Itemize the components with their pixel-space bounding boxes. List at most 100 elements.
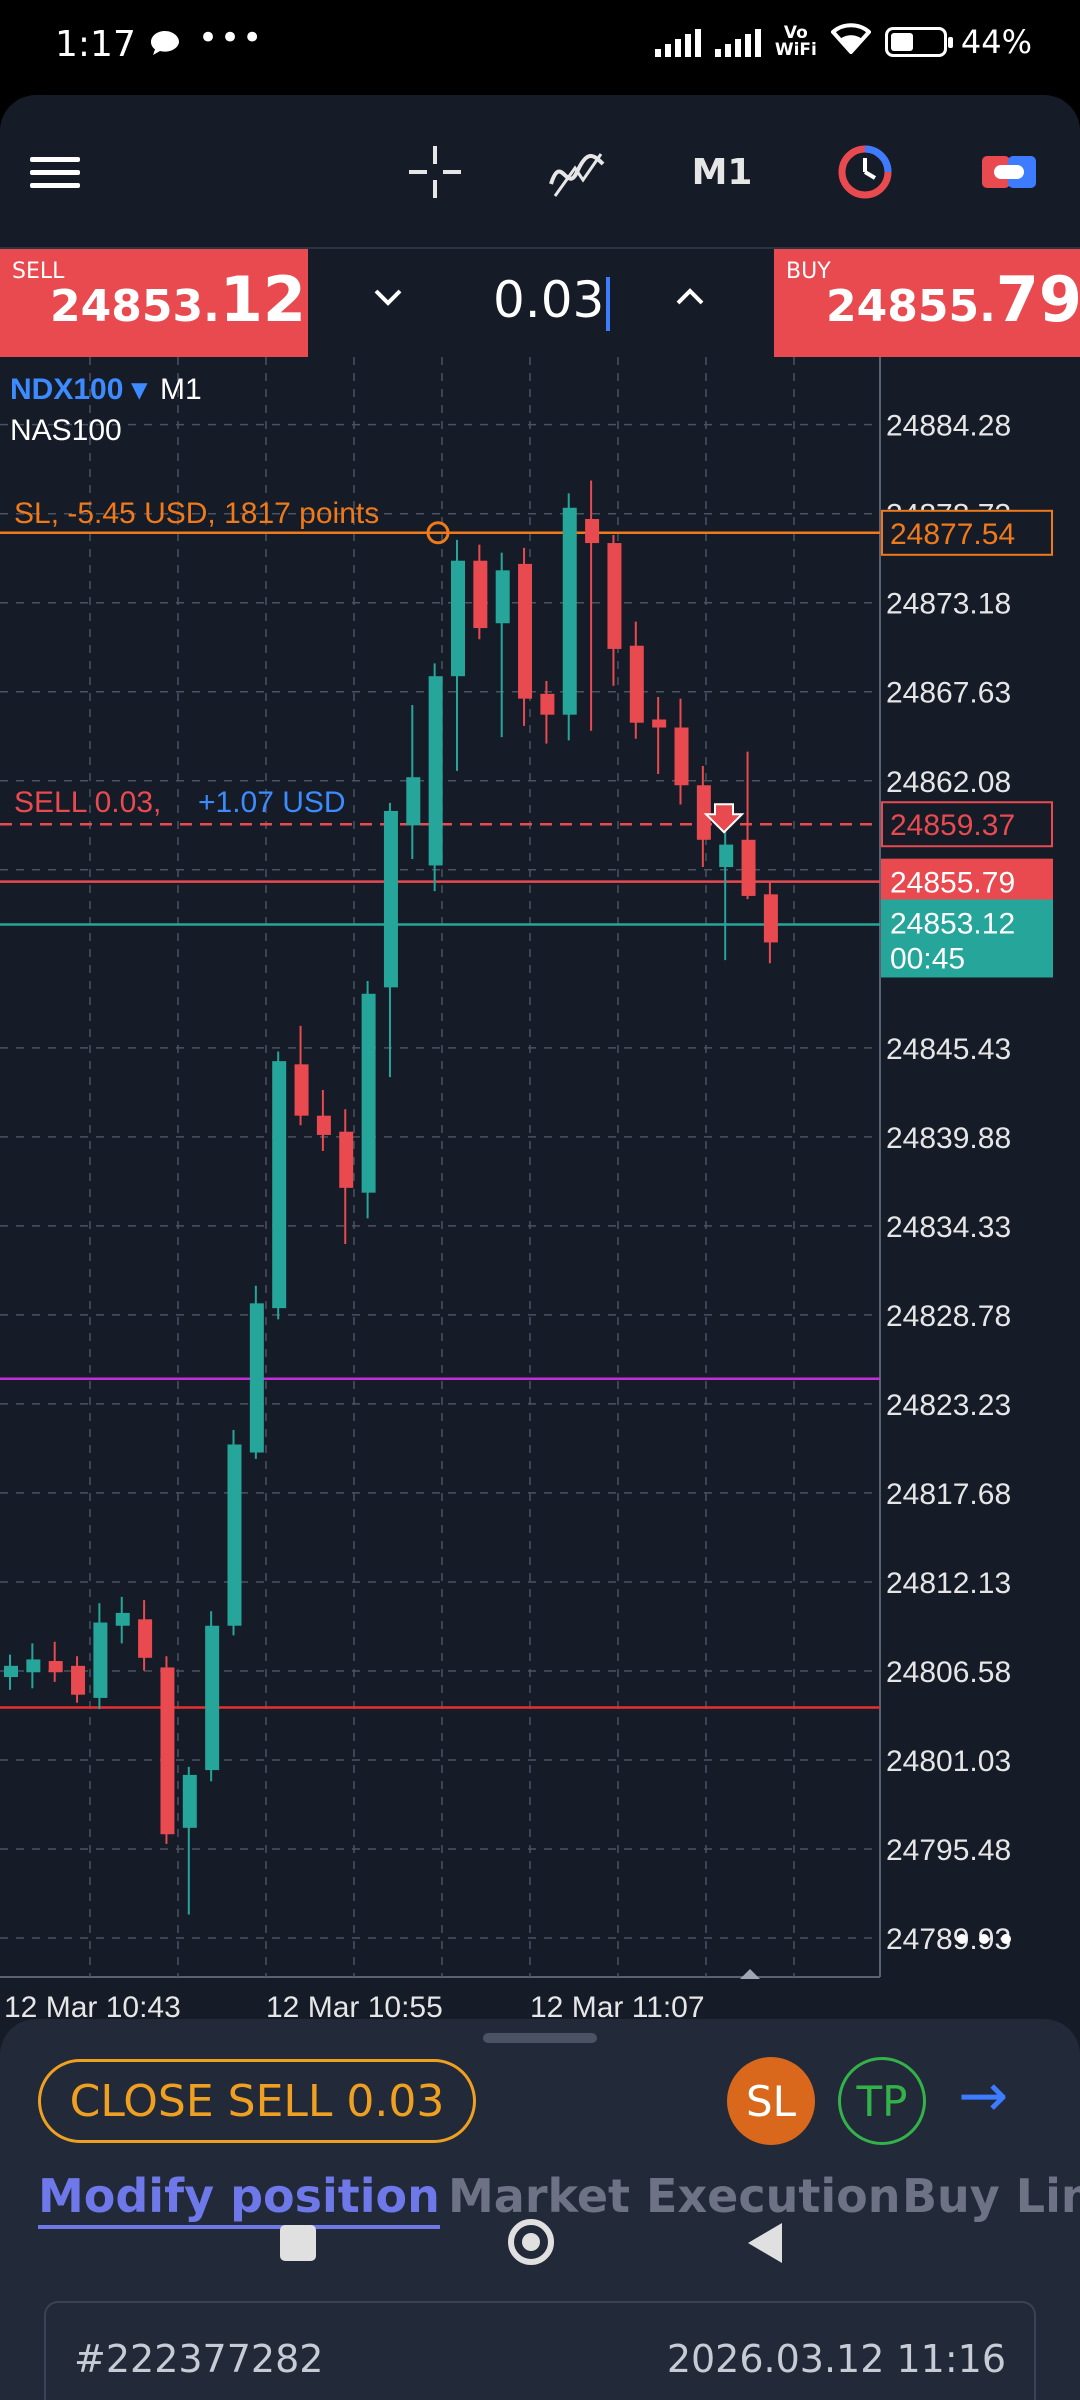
order-tabs: Modify position Market Execution Buy Lim xyxy=(0,2169,1080,2249)
x-tick-label: 12 Mar 10:43 xyxy=(4,1991,181,2024)
position-panel: CLOSE SELL 0.03 SL TP → Modify position … xyxy=(0,2019,1080,2400)
sell-price: 24853.12 xyxy=(50,263,307,336)
candle-body xyxy=(339,1131,354,1188)
candle-body xyxy=(607,543,622,649)
tab-market-execution[interactable]: Market Execution xyxy=(448,2169,901,2223)
y-tick-label: 24862.08 xyxy=(886,766,1011,799)
candle-body xyxy=(294,1064,309,1116)
bid-price-label: 24853.12 xyxy=(890,907,1015,940)
candle-body xyxy=(249,1303,264,1453)
scroll-marker-icon xyxy=(740,1969,760,1979)
y-tick-label: 24867.63 xyxy=(886,677,1011,710)
candle-body xyxy=(540,693,555,715)
chart-timeframe-label: M1 xyxy=(160,373,202,406)
crosshair-icon[interactable] xyxy=(405,137,465,207)
arrow-right-icon[interactable]: → xyxy=(958,2061,1009,2131)
status-indicators: Vo WiFi 44% xyxy=(654,22,1032,62)
candle-body xyxy=(763,894,778,943)
one-click-trading-icon[interactable] xyxy=(978,137,1040,207)
lot-input[interactable]: 0.03 xyxy=(493,271,611,331)
clock-icon[interactable] xyxy=(834,137,896,207)
chart-toolbar: M1 xyxy=(0,95,1080,247)
candle-body xyxy=(585,519,600,544)
tab-buy-limit[interactable]: Buy Lim xyxy=(902,2169,1080,2223)
candle-body xyxy=(473,560,488,629)
drag-handle[interactable] xyxy=(483,2033,597,2043)
lot-decrease-icon[interactable] xyxy=(370,279,406,319)
candle-body xyxy=(205,1625,220,1771)
home-icon[interactable] xyxy=(508,2219,554,2265)
ask-price-label: 24855.79 xyxy=(890,867,1015,900)
buy-label: BUY xyxy=(786,259,831,284)
candle-body xyxy=(383,810,398,988)
y-tick-label: 24817.68 xyxy=(886,1478,1011,1511)
candle-body xyxy=(182,1774,197,1828)
candle-body xyxy=(227,1444,242,1626)
signal-1-icon xyxy=(654,27,701,57)
app-window: M1 SELL 24853.12 0.03 BUY 24855.79 xyxy=(0,95,1080,2400)
x-tick-label: 12 Mar 10:55 xyxy=(266,1991,443,2024)
y-tick-label: 24823.23 xyxy=(886,1389,1011,1422)
y-tick-label: 24845.43 xyxy=(886,1033,1011,1066)
ask-price-tag xyxy=(881,858,1053,905)
sell-marker-icon xyxy=(703,803,745,834)
back-icon[interactable] xyxy=(748,2223,782,2263)
order-time: 2026.03.12 11:16 xyxy=(666,2337,1006,2381)
y-tick-label: 24806.58 xyxy=(886,1656,1011,1689)
sell-position-price-label: 24859.37 xyxy=(890,809,1015,842)
battery-icon xyxy=(884,27,953,57)
y-tick-label: 24795.48 xyxy=(886,1834,1011,1867)
candle-body xyxy=(741,839,756,896)
chart-more-icon xyxy=(957,1934,1011,1944)
vowifi-icon: Vo WiFi xyxy=(774,23,817,60)
timeframe-selector[interactable]: M1 xyxy=(691,151,753,193)
chat-notification-icon xyxy=(148,28,182,66)
symbol-description: NAS100 xyxy=(10,414,122,447)
close-position-button[interactable]: CLOSE SELL 0.03 xyxy=(38,2059,476,2143)
order-info-card: #222377282 2026.03.12 11:16 xyxy=(44,2301,1036,2400)
y-tick-label: 24828.78 xyxy=(886,1300,1011,1333)
order-id: #222377282 xyxy=(74,2337,324,2381)
y-tick-label: 24884.28 xyxy=(886,410,1011,443)
candle-body xyxy=(696,785,711,840)
position-profit: +1.07 USD xyxy=(198,786,346,819)
trade-panel: SELL 24853.12 0.03 BUY 24855.79 xyxy=(0,247,1080,359)
menu-icon[interactable] xyxy=(28,137,82,207)
candle-timer-label: 00:45 xyxy=(890,942,965,975)
tab-modify-position[interactable]: Modify position xyxy=(38,2169,440,2229)
candle-body xyxy=(495,570,510,624)
more-notifications-icon: ••• xyxy=(198,18,265,58)
candle-body xyxy=(138,1619,153,1658)
wifi-icon xyxy=(830,22,872,62)
lot-increase-icon[interactable] xyxy=(672,279,708,319)
stop-loss-button[interactable]: SL xyxy=(727,2057,815,2145)
candle-body xyxy=(629,645,644,723)
bid-price-tag xyxy=(881,899,1053,978)
lot-stepper: 0.03 xyxy=(308,249,774,359)
candle-body xyxy=(26,1659,41,1673)
candle-body xyxy=(428,676,443,866)
candle-body xyxy=(562,507,577,715)
price-chart[interactable]: 24884.2824878.7324873.1824867.6324862.08… xyxy=(0,357,1080,2077)
candle-body xyxy=(272,1061,287,1309)
buy-price: 24855.79 xyxy=(826,263,1080,336)
status-bar: 1:17 ••• Vo WiFi 44% xyxy=(0,0,1080,95)
candle-body xyxy=(160,1667,175,1835)
sell-position-price-tag xyxy=(881,801,1053,848)
stop-loss-price-label: 24877.54 xyxy=(890,518,1015,551)
candlestick-chart[interactable]: 24884.2824878.7324873.1824867.6324862.08… xyxy=(0,357,1080,2077)
buy-button[interactable]: BUY 24855.79 xyxy=(774,249,1080,359)
candle-body xyxy=(4,1665,18,1678)
candle-body xyxy=(316,1115,331,1135)
candle-body xyxy=(674,727,689,786)
candle-body xyxy=(93,1622,108,1698)
recent-apps-icon[interactable] xyxy=(280,2225,316,2261)
status-time: 1:17 xyxy=(55,24,136,65)
indicators-icon[interactable] xyxy=(545,137,609,207)
sell-button[interactable]: SELL 24853.12 xyxy=(0,249,308,359)
take-profit-button[interactable]: TP xyxy=(838,2057,926,2145)
signal-2-icon xyxy=(714,27,761,57)
candle-body xyxy=(406,777,421,826)
candle-body xyxy=(48,1661,63,1673)
x-tick-label: 12 Mar 11:07 xyxy=(530,1991,705,2024)
